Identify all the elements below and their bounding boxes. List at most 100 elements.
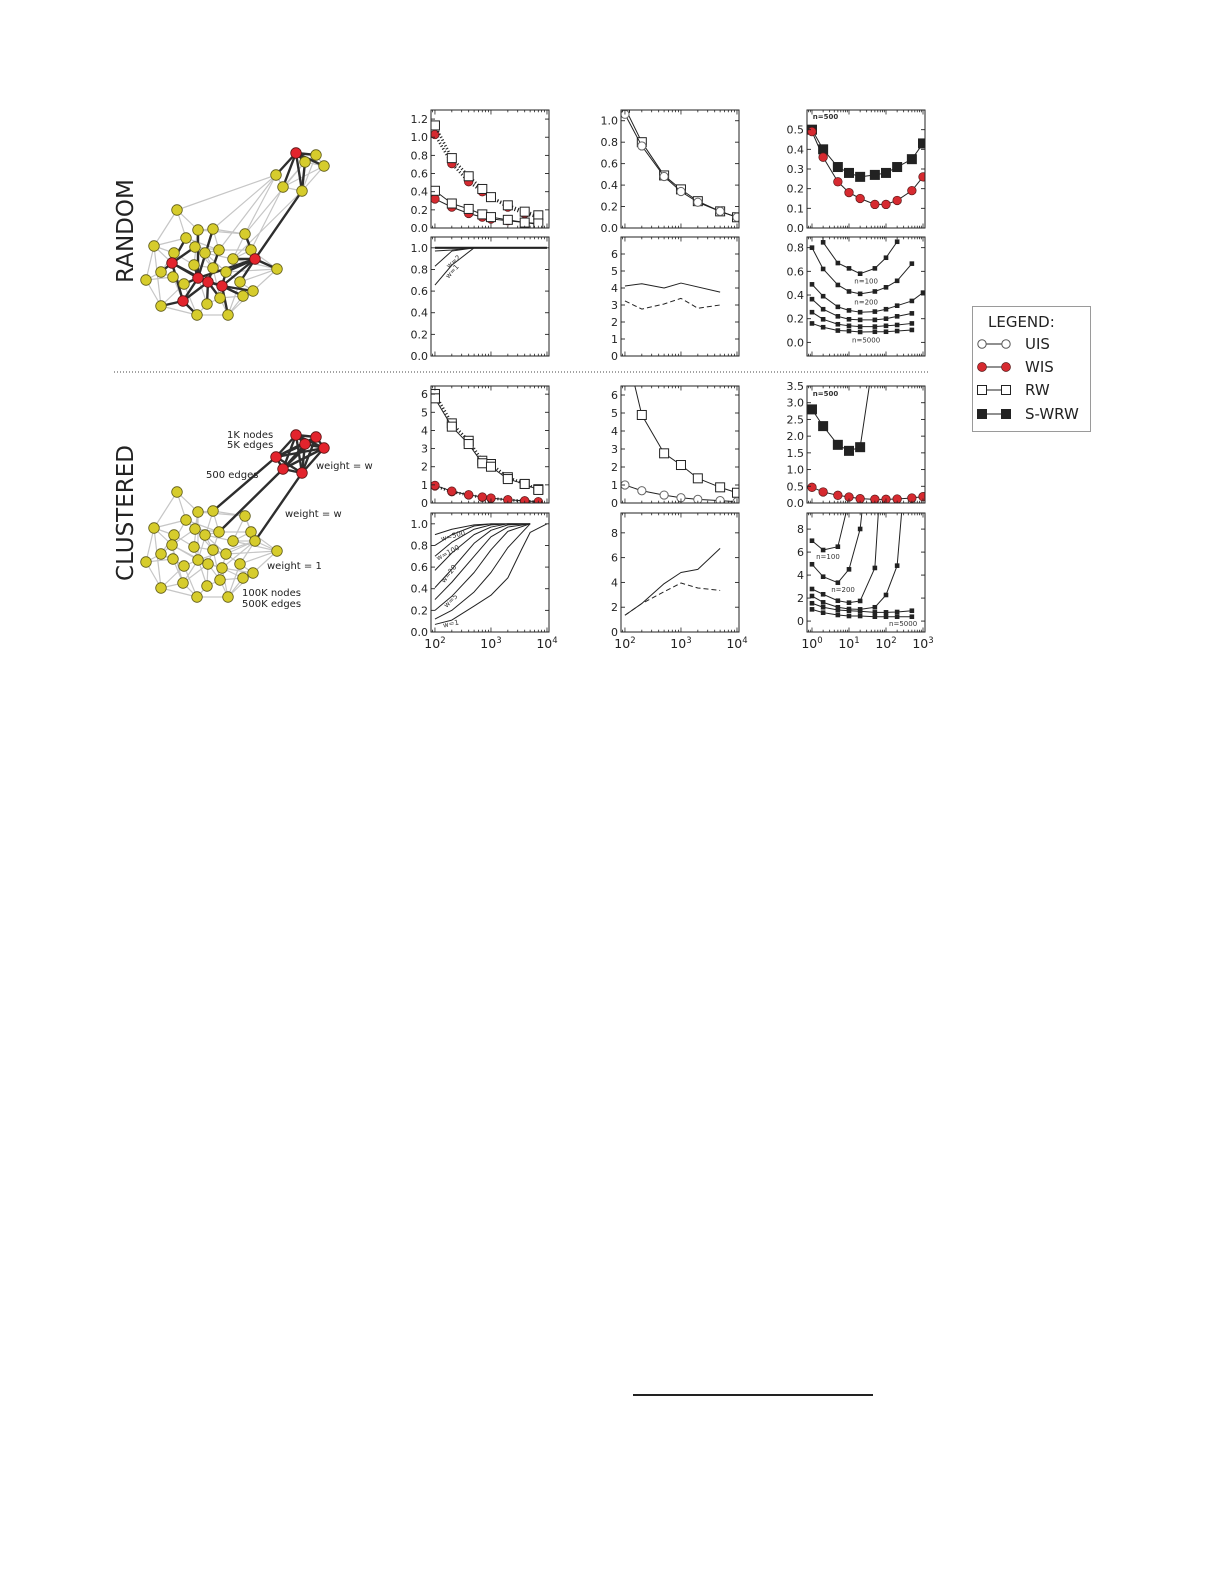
axes-frame — [620, 385, 740, 504]
small-square-marker — [835, 612, 841, 618]
yellow-node — [237, 290, 249, 302]
red-circle-marker — [464, 490, 474, 500]
series-n-2000 — [809, 309, 915, 329]
network-label: 100K nodes — [242, 588, 301, 599]
yellow-node — [155, 266, 167, 278]
legend-label-rw: RW — [1025, 381, 1050, 399]
open-circle-marker — [659, 490, 669, 500]
small-square-marker — [835, 282, 841, 288]
series-w-2 — [434, 523, 531, 620]
chart-panel-clustered-col1-bottom: w=500w=100w=20w=5w=10.00.20.40.60.81.010… — [411, 512, 558, 651]
small-square-marker — [872, 324, 878, 329]
yellow-node — [199, 529, 211, 541]
axes-frame — [806, 512, 926, 633]
y-tick-label: 0.8 — [411, 539, 429, 552]
x-tick-label: 104 — [536, 636, 557, 651]
grey-edge — [239, 550, 278, 565]
filled-square-marker — [855, 442, 866, 453]
open-square-marker — [477, 458, 488, 469]
y-tick-label: 5 — [421, 406, 428, 419]
y-tick-label: 3 — [421, 443, 428, 456]
series-line — [434, 398, 539, 491]
x-tick-label: 101 — [838, 636, 859, 651]
network-label: weight = w — [285, 509, 342, 520]
red-node — [318, 442, 330, 454]
network-edges — [145, 151, 326, 317]
open-square-marker — [431, 393, 440, 404]
series-n-100 — [820, 237, 900, 277]
legend-item-wis: WIS — [976, 358, 1088, 376]
red-node — [310, 431, 322, 443]
yellow-node — [191, 591, 203, 603]
plot-area — [431, 120, 544, 228]
open-circle-marker — [732, 212, 739, 222]
red-circle-marker — [855, 193, 865, 204]
small-square-marker — [883, 329, 889, 335]
open-square-marker — [463, 439, 474, 450]
network-label: 5K edges — [227, 440, 273, 451]
series-n-100 — [809, 513, 847, 553]
y-tick-label: 0.0 — [787, 336, 805, 349]
series-line — [434, 523, 531, 611]
y-tick-label: 5 — [611, 265, 618, 278]
small-square-marker — [820, 547, 826, 553]
yellow-node — [207, 223, 219, 235]
y-tick-label: 6 — [421, 388, 428, 401]
yellow-node — [177, 577, 189, 589]
red-node — [216, 280, 228, 292]
y-tick-label: 0.4 — [411, 583, 429, 596]
grey-edge — [225, 268, 278, 273]
small-square-marker — [894, 303, 900, 308]
small-square-marker — [835, 328, 841, 333]
yellow-node — [270, 169, 282, 181]
small-square-marker — [809, 538, 815, 544]
series-line — [434, 523, 548, 625]
red-node — [277, 463, 289, 475]
y-tick-label: 3.0 — [787, 397, 805, 410]
yellow-node — [247, 285, 259, 297]
yellow-node — [171, 486, 183, 498]
chart-panel-random-col1-top: 0.0 0.2 0.4 0.6 0.8 1.0 1.2 — [411, 109, 550, 235]
grey-edge — [160, 305, 198, 316]
small-square-marker — [820, 591, 826, 597]
yellow-node — [239, 510, 251, 522]
y-tick-label: 3 — [611, 443, 618, 456]
series-line — [434, 523, 531, 571]
yellow-node — [227, 253, 239, 265]
yellow-node — [155, 548, 167, 560]
axes-frame — [620, 512, 740, 633]
open-square-marker — [502, 200, 513, 211]
y-tick-label: 2 — [611, 461, 618, 474]
small-square-marker — [820, 600, 826, 605]
y-tick-label: 0.2 — [787, 183, 805, 196]
grey-edge — [185, 519, 220, 533]
series-rw — [431, 120, 544, 221]
open-square-marker — [463, 171, 474, 182]
open-square-marker — [485, 212, 496, 223]
small-square-marker — [809, 600, 815, 606]
grey-edge — [232, 190, 303, 260]
series-line — [811, 386, 870, 452]
red-circle-marker — [892, 494, 902, 503]
small-square-marker — [883, 592, 889, 598]
chart-annotation: n=200 — [831, 586, 855, 594]
series-n-1000 — [809, 296, 915, 323]
small-square-marker — [809, 296, 815, 302]
red-node — [192, 272, 204, 284]
grey-edge — [239, 268, 278, 283]
red-circle-marker — [833, 177, 843, 187]
y-tick-label: 3.5 — [787, 380, 805, 393]
yellow-node — [192, 506, 204, 518]
chart-annotation: n=100 — [816, 553, 840, 561]
small-square-marker — [894, 314, 900, 319]
yellow-node — [247, 567, 259, 579]
series-uis — [621, 480, 739, 503]
chart-panel-clustered-col2-bottom: 0 2 4 6 8 102 103 104 — [611, 512, 748, 651]
axes-frame — [806, 109, 926, 229]
plot-area — [431, 388, 544, 503]
plot-area — [807, 386, 925, 503]
open-square-marker — [477, 183, 488, 194]
chart-annotation: n=500 — [813, 113, 839, 121]
grey-edge — [227, 290, 254, 316]
y-tick-label: 0.2 — [411, 328, 429, 341]
